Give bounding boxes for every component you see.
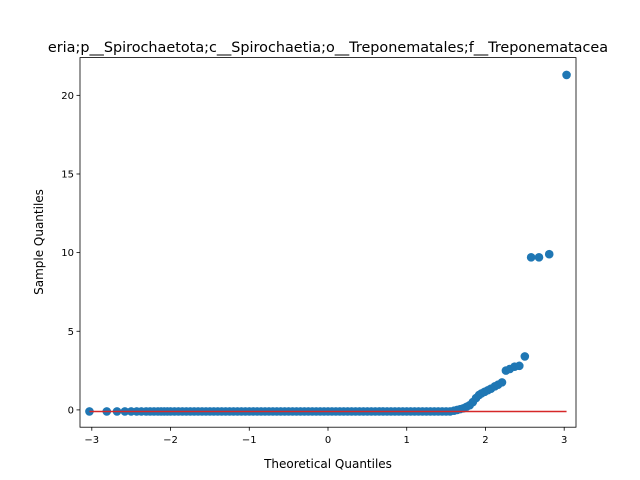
x-axis-ticks: −3 −2 −1 0 1 2 3 [84, 427, 567, 446]
y-tick-label: 10 [61, 248, 74, 259]
x-tick-label: −1 [242, 435, 257, 446]
y-tick-label: 0 [68, 405, 74, 416]
x-tick-label: −3 [84, 435, 99, 446]
y-tick-label: 20 [61, 91, 74, 102]
y-axis-label: Sample Quantiles [32, 189, 46, 295]
y-axis-ticks: 0 5 10 15 20 [61, 91, 80, 416]
data-point [562, 70, 571, 80]
chart-title: eria;p__Spirochaetota;c__Spirochaetia;o_… [48, 40, 608, 56]
y-tick-label: 5 [68, 327, 74, 338]
data-point [526, 253, 536, 262]
x-tick-label: 1 [404, 435, 410, 446]
data-point [520, 352, 530, 361]
x-tick-label: 3 [561, 435, 567, 446]
x-tick-label: 2 [482, 435, 488, 446]
y-tick-label: 15 [61, 170, 74, 181]
x-axis-label: Theoretical Quantiles [263, 457, 392, 471]
x-tick-label: −2 [163, 435, 178, 446]
data-point [515, 361, 524, 371]
data-point [544, 249, 554, 259]
plot-area [80, 57, 576, 428]
data-point [534, 253, 544, 262]
x-tick-label: 0 [325, 435, 331, 446]
data-point [497, 378, 507, 387]
